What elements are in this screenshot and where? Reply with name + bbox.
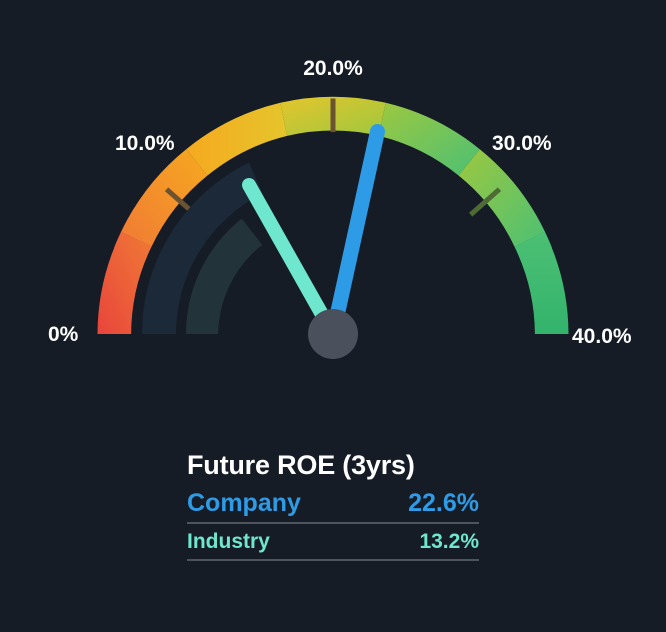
gauge-band-7	[514, 231, 569, 334]
gauge-legend: Future ROE (3yrs) Company 22.6% Industry…	[187, 448, 479, 561]
legend-divider-1	[187, 522, 479, 524]
company-needle	[325, 124, 385, 342]
gauge-inner-track-inner	[185, 218, 263, 334]
legend-value-industry: 13.2%	[419, 530, 479, 553]
gauge-tick-30	[469, 187, 502, 217]
gauge-band-3	[186, 102, 288, 176]
gauge-band-6	[458, 149, 545, 247]
chart-title: Future ROE (3yrs)	[187, 450, 415, 480]
gauge-band-1	[97, 231, 152, 334]
gauge-band-5	[378, 102, 480, 176]
axis-label-30: 30.0%	[492, 132, 552, 155]
axis-label-40: 40.0%	[572, 325, 632, 348]
axis-label-0: 0%	[48, 323, 79, 346]
legend-row-company: Company 22.6%	[187, 488, 479, 522]
gauge-band-2	[121, 149, 208, 247]
gauge-inner-track-outer	[142, 162, 263, 334]
gauge-hub	[308, 309, 358, 359]
legend-value-company: 22.6%	[408, 489, 479, 517]
legend-row-industry: Industry 13.2%	[187, 524, 479, 559]
industry-needle	[242, 178, 340, 341]
axis-label-10: 10.0%	[115, 132, 175, 155]
legend-label-company: Company	[187, 489, 301, 517]
legend-label-industry: Industry	[187, 530, 270, 553]
axis-label-20: 20.0%	[303, 57, 363, 80]
legend-divider-2	[187, 559, 479, 561]
